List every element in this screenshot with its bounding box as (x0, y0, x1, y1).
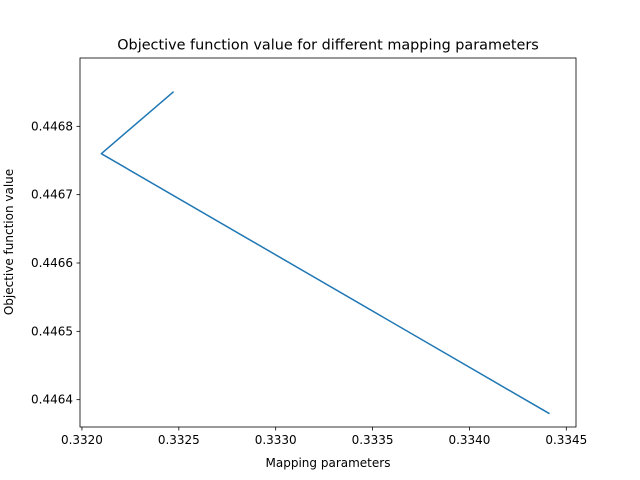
y-axis-label: Objective function value (2, 169, 16, 315)
y-tick-label: 0.4468 (31, 119, 73, 133)
y-axis-ticks: 0.4464 0.4465 0.4466 0.4467 0.4468 (31, 119, 80, 407)
x-axis-label: Mapping parameters (266, 456, 391, 470)
x-tick-label: 0.3335 (352, 433, 394, 447)
x-tick-label: 0.3325 (158, 433, 200, 447)
plot-frame (79, 57, 577, 428)
y-tick-label: 0.4464 (31, 393, 73, 407)
chart-title: Objective function value for different m… (117, 38, 539, 54)
x-tick-label: 0.3320 (61, 433, 103, 447)
y-tick-label: 0.4466 (31, 256, 73, 270)
y-tick-label: 0.4465 (31, 324, 73, 338)
x-tick-label: 0.3340 (448, 433, 490, 447)
plot-area (100, 91, 550, 415)
x-tick-label: 0.3330 (255, 433, 297, 447)
x-tick-label: 0.3345 (545, 433, 587, 447)
y-tick-label: 0.4467 (31, 188, 73, 202)
x-axis-ticks: 0.3320 0.3325 0.3330 0.3335 0.3340 0.3345 (61, 427, 587, 447)
series-line (100, 91, 550, 415)
